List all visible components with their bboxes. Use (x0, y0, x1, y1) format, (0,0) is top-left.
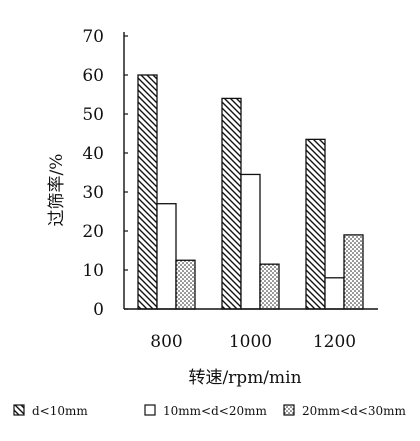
y-tick-label: 60 (82, 66, 104, 86)
legend: d<10mm 10mm<d<20mm 20mm<d<30mm (13, 404, 406, 418)
bar-1000-series-3 (259, 263, 280, 310)
y-tick-label: 10 (82, 261, 104, 281)
y-tick-label: 70 (82, 27, 104, 47)
x-tick-label: 1200 (313, 332, 356, 352)
legend-swatch (13, 404, 25, 416)
bar-800-series-2 (156, 203, 177, 310)
bars (137, 74, 364, 310)
x-tick-label: 800 (150, 332, 182, 352)
legend-label: 20mm<d<30mm (302, 404, 406, 418)
bar-1200-series-3 (343, 234, 364, 310)
y-tick-label: 30 (82, 183, 104, 203)
bar-1000-series-2 (240, 173, 261, 310)
bar-1000-series-1 (221, 97, 242, 310)
y-tick-label: 20 (82, 222, 104, 242)
bar-800-series-1 (137, 74, 158, 310)
y-axis: 0 10 20 30 40 50 60 70 (82, 27, 128, 320)
legend-label: d<10mm (32, 404, 88, 418)
x-tick-label: 1000 (229, 332, 272, 352)
x-axis-title: 转速/rpm/min (188, 368, 301, 388)
y-tick-label: 50 (82, 105, 104, 125)
legend-swatch (283, 404, 295, 416)
y-axis-title: 过筛率/% (47, 154, 67, 227)
x-axis: 800 1000 1200 (124, 308, 378, 352)
legend-swatch (144, 404, 156, 416)
y-tick-label: 40 (82, 144, 104, 164)
y-tick-label: 0 (93, 300, 104, 320)
bar-1200-series-2 (324, 277, 345, 310)
legend-label: 10mm<d<20mm (163, 404, 267, 418)
bar-800-series-3 (175, 259, 196, 310)
bar-1200-series-1 (305, 138, 326, 310)
